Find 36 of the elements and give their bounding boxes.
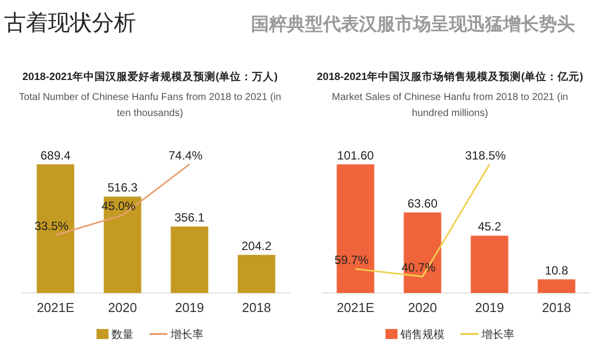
text: 国粹典型代表汉服市场呈现迅猛增长势头 bbox=[251, 14, 575, 34]
bar bbox=[36, 164, 74, 293]
x-tick-label: 2021E bbox=[336, 300, 375, 315]
data-label: 204.2 bbox=[241, 238, 272, 253]
bar bbox=[538, 279, 576, 293]
legend-label: 增长率 bbox=[170, 328, 204, 341]
text: 古着现状分析 bbox=[4, 10, 136, 35]
chart-subtitle: Total Number of Chinese Hanfu Fans from 2018 to 2021 (in ten thousands) bbox=[18, 92, 282, 119]
x-tick-label: 2018 bbox=[542, 300, 571, 315]
data-label: 689.4 bbox=[40, 148, 71, 162]
bar bbox=[470, 236, 508, 293]
x-tick-label: 2020 bbox=[408, 300, 437, 315]
chart-subtitle: Market Sales of Chinese Hanfu from 2018 to 2021 (in hundred millions) bbox=[332, 92, 568, 119]
data-label: 318.5% bbox=[465, 148, 506, 162]
x-tick-label: 2019 bbox=[475, 300, 504, 315]
x-tick-label: 2020 bbox=[108, 300, 137, 315]
chart-title: 2018-2021年中国汉服爱好者规模及预测(单位：万人) bbox=[22, 70, 278, 83]
bar bbox=[238, 254, 276, 293]
chart-title: 2018-2021年中国汉服市场销售规模及预测(单位：亿元) bbox=[316, 70, 584, 83]
data-label: 74.4% bbox=[168, 148, 203, 162]
bar bbox=[104, 196, 142, 293]
x-tick-label: 2021E bbox=[36, 300, 75, 315]
data-label: 63.60 bbox=[407, 196, 438, 210]
legend-label: 数量 bbox=[112, 329, 134, 341]
data-label: 516.3 bbox=[107, 180, 138, 195]
bar bbox=[336, 164, 374, 293]
data-label: 101.60 bbox=[337, 148, 374, 162]
legend-label: 销售规模 bbox=[400, 329, 444, 341]
x-tick-label: 2018 bbox=[242, 300, 271, 315]
legend-label: 增长率 bbox=[480, 328, 514, 341]
data-label: 10.8 bbox=[544, 263, 568, 278]
bar bbox=[404, 212, 442, 293]
x-tick-label: 2019 bbox=[175, 300, 204, 315]
data-label: 356.1 bbox=[174, 210, 205, 225]
data-label: 45.2 bbox=[478, 220, 502, 234]
bar bbox=[170, 226, 208, 293]
